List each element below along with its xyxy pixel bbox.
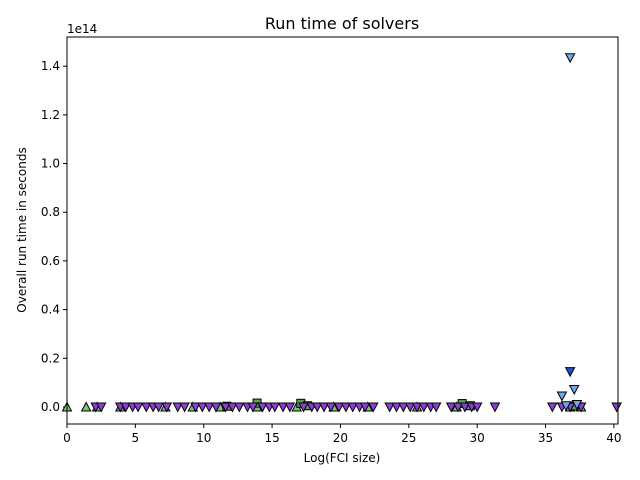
y-axis-label: Overall run time in seconds xyxy=(15,147,29,312)
data-point-series-2 xyxy=(227,402,238,413)
data-point-series-2 xyxy=(391,402,402,413)
y-tick-label: 0.4 xyxy=(41,303,60,317)
data-point-series-2 xyxy=(318,402,330,413)
data-point-series-2 xyxy=(367,402,379,413)
data-point-series-4 xyxy=(560,401,572,412)
y-tick-label: 0.8 xyxy=(41,205,60,219)
data-point-series-2 xyxy=(411,402,423,413)
x-tick-label: 10 xyxy=(196,431,211,445)
data-point-series-2 xyxy=(220,402,231,413)
x-tick-label: 5 xyxy=(132,431,140,445)
y-tick-label: 0.6 xyxy=(41,254,60,268)
y-ticks: 0.0 0.2 0.4 0.6 0.8 1.0 1.2 1.4 xyxy=(41,59,67,414)
data-point-series-2 xyxy=(140,402,152,413)
data-point-series-2 xyxy=(333,402,345,413)
y-tick-label: 0.2 xyxy=(41,351,60,365)
data-point-series-2 xyxy=(210,402,222,413)
data-markers xyxy=(61,53,622,413)
x-ticks: 0 5 10 15 20 25 30 35 40 xyxy=(63,424,622,445)
x-tick-label: 35 xyxy=(538,431,553,445)
data-point-series-4 xyxy=(571,400,583,411)
data-point-series-2 xyxy=(298,402,309,413)
data-point-series-2 xyxy=(384,402,396,413)
data-point-series-2 xyxy=(611,402,622,413)
data-point-series-2 xyxy=(190,402,201,413)
data-point-series-4 xyxy=(556,391,568,402)
data-point-series-2 xyxy=(233,402,245,413)
y-tick-label: 0.0 xyxy=(41,400,60,414)
data-point-series-2 xyxy=(404,402,416,413)
data-point-series-2 xyxy=(179,402,190,413)
x-tick-label: 40 xyxy=(606,431,621,445)
y-tick-label: 1.0 xyxy=(41,157,60,171)
y-tick-label: 1.2 xyxy=(41,108,60,122)
data-point-series-3 xyxy=(564,367,576,378)
data-point-series-2 xyxy=(325,402,337,413)
data-point-series-2 xyxy=(120,402,132,413)
data-point-series-2 xyxy=(197,402,208,413)
data-point-series-2 xyxy=(430,402,442,413)
data-point-series-2 xyxy=(161,402,173,413)
x-tick-label: 20 xyxy=(333,431,348,445)
y-tick-label: 1.4 xyxy=(41,59,60,73)
x-axis-label: Log(FCI size) xyxy=(304,451,381,465)
data-point-series-2 xyxy=(153,402,164,413)
data-point-series-2 xyxy=(95,402,107,413)
plot-frame xyxy=(66,36,619,425)
data-point-series-2 xyxy=(471,402,483,413)
x-tick-label: 25 xyxy=(401,431,416,445)
data-point-series-2 xyxy=(359,402,371,413)
data-point-series-2 xyxy=(277,402,289,413)
data-point-series-2 xyxy=(203,402,215,413)
data-point-series-2 xyxy=(489,402,501,413)
data-point-series-2 xyxy=(257,402,268,413)
y-offset-label: 1e14 xyxy=(67,22,97,36)
data-point-series-2 xyxy=(547,402,558,413)
data-point-series-2 xyxy=(172,402,184,413)
chart-title: Run time of solvers xyxy=(265,14,419,33)
data-point-series-2 xyxy=(340,402,352,413)
data-point-series-2 xyxy=(459,402,471,413)
x-tick-label: 30 xyxy=(470,431,485,445)
data-point-series-2 xyxy=(269,402,281,413)
data-point-series-0 xyxy=(80,401,92,412)
data-point-series-4 xyxy=(564,53,576,64)
x-tick-label: 0 xyxy=(63,431,71,445)
data-point-series-2 xyxy=(398,402,409,413)
data-point-series-2 xyxy=(284,402,296,413)
data-point-series-2 xyxy=(418,402,430,413)
data-point-series-2 xyxy=(347,402,359,413)
data-point-series-2 xyxy=(452,402,464,413)
data-point-series-2 xyxy=(132,402,144,413)
data-point-series-2 xyxy=(445,402,457,413)
data-point-series-4 xyxy=(568,384,580,396)
data-point-series-2 xyxy=(311,402,323,413)
x-tick-label: 15 xyxy=(264,431,279,445)
data-point-series-2 xyxy=(247,402,259,413)
